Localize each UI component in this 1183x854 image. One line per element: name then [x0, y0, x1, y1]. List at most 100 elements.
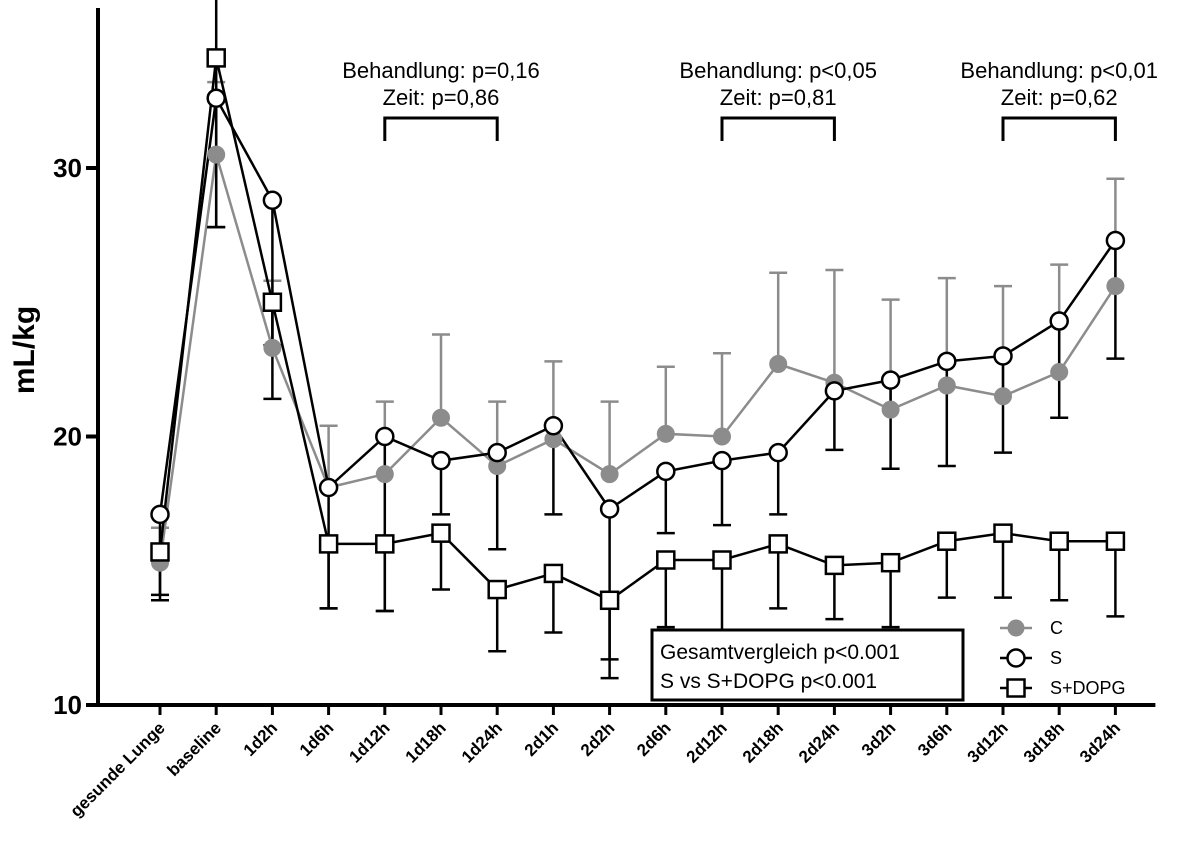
data-point — [207, 145, 226, 164]
x-tick-label: 2d1h — [521, 718, 562, 759]
x-tick-label: 2d24h — [795, 718, 843, 766]
x-tick-label: 1d6h — [296, 718, 337, 759]
data-point — [937, 531, 957, 551]
data-point — [880, 370, 901, 390]
data-point — [1049, 531, 1069, 551]
annotation-line1: Behandlung: p<0,05 — [679, 58, 877, 83]
annotation-line2: Zeit: p=0,81 — [720, 85, 837, 110]
data-point — [150, 542, 170, 562]
x-tick-label: 3d2h — [858, 718, 899, 759]
annotation-bracket — [720, 116, 836, 141]
annotation-bracket — [1001, 116, 1117, 141]
x-tick-label: 3d12h — [964, 718, 1012, 766]
series-line — [158, 94, 1117, 515]
data-point — [206, 88, 226, 108]
annotation-line1: Behandlung: p<0,01 — [960, 58, 1158, 83]
x-tick-label: 3d6h — [914, 718, 955, 759]
data-point — [993, 346, 1013, 366]
data-point — [263, 338, 282, 357]
legend-label: C — [1050, 618, 1063, 638]
data-point — [1049, 311, 1069, 331]
data-point — [712, 550, 732, 570]
data-point — [150, 504, 170, 525]
data-point — [318, 477, 339, 498]
series-line — [158, 57, 1116, 602]
data-point — [543, 416, 564, 436]
data-point — [543, 563, 564, 584]
data-point — [768, 534, 788, 554]
data-point — [824, 381, 845, 401]
data-point — [656, 550, 676, 570]
y-tick-label: 10 — [53, 690, 82, 720]
annotation-bracket — [383, 116, 499, 141]
data-point — [656, 424, 675, 443]
legend-marker — [1006, 678, 1026, 698]
data-point — [432, 408, 450, 427]
data-point — [375, 534, 395, 554]
x-tick-label: 1d18h — [402, 718, 450, 766]
data-point — [994, 387, 1012, 406]
data-point — [600, 465, 619, 484]
axes — [96, 8, 1156, 707]
data-point — [487, 442, 507, 463]
stats-box-line: S vs S+DOPG p<0.001 — [660, 670, 877, 693]
data-point — [1105, 230, 1126, 251]
x-tick-label: 1d12h — [345, 718, 393, 766]
series-layer — [150, 0, 1126, 680]
data-point — [375, 426, 395, 447]
annotation-line2: Zeit: p=0,62 — [1001, 85, 1118, 110]
legend-entry: C — [1000, 618, 1063, 638]
x-tick-label: 1d2h — [240, 718, 281, 759]
y-tick-label: 20 — [53, 422, 82, 452]
x-tick-label: baseline — [163, 718, 225, 780]
stats-box-frame — [650, 628, 965, 702]
x-tick-label: gesunde Lunge — [67, 718, 169, 820]
markers-s — [150, 88, 1126, 525]
data-point — [768, 442, 788, 463]
stats-box-line: Gesamtvergleich p<0.001 — [660, 641, 900, 664]
data-point — [262, 292, 283, 312]
data-point — [993, 523, 1013, 543]
legend-entry: S+DOPG — [1000, 678, 1126, 698]
data-point — [431, 450, 451, 471]
legend-marker — [1007, 619, 1025, 637]
x-tick-label: 2d18h — [739, 718, 787, 766]
x-tick-label: 2d6h — [633, 718, 674, 759]
legend: CS S+DOPG — [1000, 618, 1126, 698]
y-tick-label: 30 — [53, 153, 82, 183]
data-point — [599, 590, 620, 611]
series-s — [151, 94, 1125, 680]
data-point — [881, 400, 900, 419]
x-tick-label: 2d12h — [683, 718, 731, 766]
data-point — [713, 427, 731, 446]
x-tick-label: 3d18h — [1020, 718, 1068, 766]
legend-marker — [1006, 648, 1026, 668]
x-tick-label: 3d24h — [1076, 718, 1124, 766]
markers-s-dopg — [150, 48, 1126, 611]
data-point — [1050, 363, 1069, 382]
data-point — [937, 351, 957, 372]
annotation-line2: Zeit: p=0,86 — [383, 85, 500, 110]
series-line — [158, 154, 1117, 563]
data-point — [262, 190, 283, 210]
data-point — [1105, 531, 1126, 551]
data-point — [487, 579, 507, 600]
annotation-line1: Behandlung: p=0,16 — [342, 58, 540, 83]
data-point — [318, 534, 339, 554]
stats-box: Gesamtvergleich p<0.001 S vs S+DOPG p<0.0… — [650, 628, 965, 702]
legend-entry: S — [1000, 648, 1062, 668]
y-axis-label: mL/kg — [8, 306, 41, 394]
legend-label: S+DOPG — [1050, 678, 1126, 698]
x-tick-label: 2d2h — [577, 718, 618, 759]
y-ticks: 10 20 30 — [53, 153, 98, 720]
data-point — [375, 465, 394, 484]
data-point — [431, 523, 451, 543]
data-point — [824, 555, 845, 576]
data-point — [599, 499, 620, 519]
data-point — [880, 552, 901, 573]
x-tick-label: 1d24h — [458, 718, 506, 766]
data-point — [712, 450, 732, 471]
